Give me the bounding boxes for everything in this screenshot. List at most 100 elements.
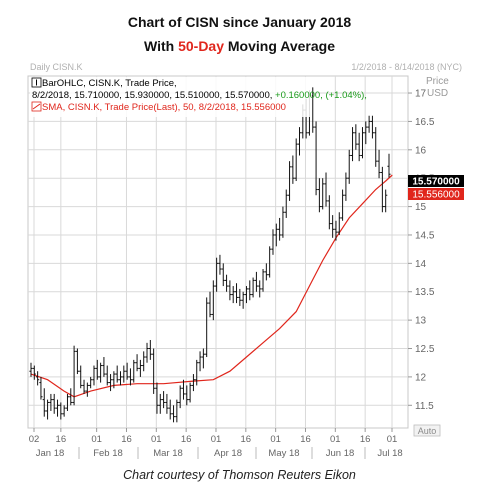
sma-icon bbox=[31, 101, 42, 112]
ohlc-bar bbox=[261, 269, 265, 292]
grid-lines bbox=[28, 76, 408, 428]
ohlc-bar bbox=[75, 348, 80, 375]
ohlc-bar bbox=[42, 388, 46, 417]
ohlc-bar bbox=[65, 393, 70, 411]
ohlc-bar bbox=[327, 195, 331, 230]
legend-ohlc-line2: 8/2/2018, 15.710000, 15.930000, 15.51000… bbox=[32, 90, 367, 101]
auto-label[interactable]: Auto bbox=[418, 426, 437, 436]
ohlc-bar bbox=[115, 365, 119, 383]
x-axis: 02 16 01 16 01 16 01 16 01 16 01 16 01 Jan 18 Feb 18 Ma… bbox=[29, 428, 403, 459]
x-day-label: 16 bbox=[300, 434, 311, 445]
ohlc-bar bbox=[350, 127, 355, 162]
last-price-tag: 15.570000 bbox=[408, 175, 464, 188]
ohlc-bar bbox=[132, 359, 136, 383]
ohlc-bar bbox=[284, 189, 288, 218]
x-month-label: Jun 18 bbox=[326, 448, 355, 459]
ohlc-bar bbox=[387, 153, 391, 178]
y-tick-label: 15 bbox=[415, 202, 427, 213]
x-day-label: 02 bbox=[29, 434, 40, 445]
x-month-label: Apr 18 bbox=[214, 448, 242, 459]
ohlc-bar bbox=[112, 371, 116, 389]
ohlc-bar bbox=[152, 348, 156, 394]
x-day-label: 16 bbox=[241, 434, 252, 445]
x-day-label: 16 bbox=[121, 434, 132, 445]
ohlc-bar bbox=[29, 362, 33, 377]
x-day-label: 01 bbox=[387, 434, 398, 445]
ohlc-bar bbox=[59, 402, 63, 420]
y-tick-label: 17 bbox=[415, 89, 427, 100]
plot-frame bbox=[27, 75, 409, 429]
ohlc-bar bbox=[241, 291, 245, 309]
ohlc-bar bbox=[161, 391, 166, 409]
ohlc-bar bbox=[125, 362, 129, 380]
ohlc-bar bbox=[181, 379, 186, 400]
ohlc-bar bbox=[55, 399, 60, 417]
ohlc-bar bbox=[198, 351, 202, 372]
y-tick-label: 12 bbox=[415, 372, 427, 383]
ohlc-bar bbox=[297, 127, 302, 156]
ohlc-bar bbox=[354, 124, 358, 150]
ohlc-bar bbox=[211, 280, 215, 321]
sma-line bbox=[30, 174, 393, 398]
y-tick-label: 16 bbox=[415, 145, 427, 156]
ohlc-bar bbox=[148, 340, 152, 360]
y-tick-label: 13.5 bbox=[415, 287, 435, 298]
ohlc-bar bbox=[278, 217, 282, 241]
auto-scale-button[interactable]: Auto bbox=[413, 424, 441, 437]
x-month-label: May 18 bbox=[268, 448, 299, 459]
subtitle-prefix: With bbox=[143, 38, 179, 54]
ohlc-bar bbox=[271, 229, 275, 255]
ohlc-bar bbox=[158, 393, 162, 414]
ohlc-bar bbox=[118, 371, 123, 386]
ohlc-bar bbox=[108, 374, 113, 392]
y-axis-title: Price bbox=[426, 76, 449, 87]
x-month-label: Jan 18 bbox=[36, 448, 65, 459]
ohlc-bar bbox=[92, 365, 96, 386]
y-tick-label: 11.5 bbox=[415, 401, 434, 412]
ohlc-bar bbox=[178, 385, 182, 409]
sma-value-tag: 15.556000 bbox=[408, 188, 464, 201]
ohlc-bar bbox=[165, 393, 169, 414]
ohlc-bar bbox=[145, 342, 149, 363]
ohlc-bar bbox=[291, 155, 295, 184]
legend-sma-line1: SMA, CISN.K, Trade Price(Last), 50, 8/2/… bbox=[42, 102, 286, 113]
ohlc-bar bbox=[36, 371, 40, 386]
x-day-label: 16 bbox=[181, 434, 192, 445]
ohlc-bar bbox=[62, 405, 66, 417]
chart-caption: Chart courtesy of Thomson Reuters Eikon bbox=[123, 468, 356, 482]
legend-ohlc-values: 8/2/2018, 15.710000, 15.930000, 15.51000… bbox=[32, 90, 275, 101]
ohlc-bar bbox=[360, 127, 365, 159]
ohlc-bar bbox=[138, 359, 142, 377]
ohlc-bar bbox=[155, 382, 159, 414]
ohlc-bar bbox=[95, 359, 99, 380]
ohlc-bar bbox=[89, 376, 93, 389]
ohlc-bar bbox=[384, 189, 388, 213]
ohlc-bar bbox=[135, 354, 139, 372]
chart-subtitle: With 50-Day Moving Average bbox=[0, 38, 479, 54]
ohlc-bar bbox=[254, 271, 259, 292]
legend-ohlc-line1: BarOHLC, CISN.K, Trade Price, bbox=[42, 78, 177, 89]
ohlc-bar bbox=[218, 254, 222, 275]
y-tick-label: 14.5 bbox=[415, 230, 435, 241]
ohlc-bar bbox=[380, 166, 384, 213]
y-tick-label: 14 bbox=[415, 259, 427, 270]
ohlc-bar bbox=[321, 178, 325, 210]
ohlc-bar bbox=[377, 149, 381, 179]
x-day-label: 01 bbox=[330, 434, 341, 445]
ohlc-series bbox=[29, 87, 391, 423]
ohlc-bar bbox=[234, 283, 239, 304]
ohlc-bar bbox=[45, 399, 50, 420]
ohlc-bar bbox=[370, 115, 375, 139]
ohlc-bar bbox=[195, 359, 199, 386]
ohlc-bar bbox=[69, 388, 73, 406]
ohlc-bar bbox=[171, 405, 176, 423]
x-month-label: Mar 18 bbox=[153, 448, 183, 459]
ohlc-bar bbox=[32, 365, 36, 380]
x-day-label: 01 bbox=[151, 434, 162, 445]
ohlc-bar bbox=[314, 121, 318, 196]
ohlc-bar bbox=[72, 345, 76, 406]
ohlc-bar bbox=[215, 257, 219, 292]
subtitle-suffix: Moving Average bbox=[224, 38, 335, 54]
